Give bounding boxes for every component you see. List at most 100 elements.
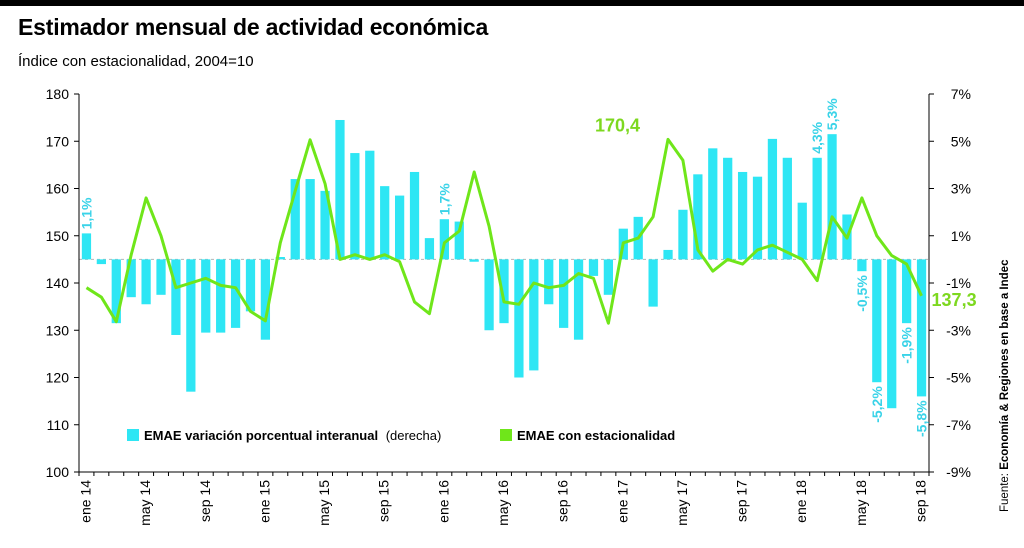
y-left-tick-label-0: 100 (46, 464, 70, 480)
data-label-3: 5,3% (824, 98, 840, 130)
legend-swatch-bars (127, 429, 139, 441)
legend-label-bars: EMAE variación porcentual interanual (de… (144, 428, 441, 443)
y-right-tick-label-5: 1% (951, 228, 971, 244)
bar-11 (245, 259, 256, 312)
data-label-9: 137,3 (932, 290, 977, 310)
x-tick-label-12: ene 18 (793, 480, 809, 523)
y-right-tick-label-6: 3% (951, 181, 971, 197)
bar-25 (454, 221, 464, 260)
data-label-1: 1,7% (436, 183, 452, 215)
bar-35 (603, 259, 614, 295)
line-emae-estacionalidad (85, 137, 923, 325)
bar-3 (126, 259, 136, 298)
x-tick-label-4: may 15 (316, 480, 332, 526)
data-labels: 1,1% 1,7% 4,3%5,3% -0,5% -5,2% -1,9% -5,8% 170,… (79, 98, 977, 437)
x-tick-label-6: ene 16 (435, 480, 451, 523)
bar-49 (812, 157, 822, 260)
y-left-tick-label-5: 150 (46, 228, 70, 244)
bar-7 (186, 259, 196, 392)
bar-18 (350, 153, 360, 260)
bar-26 (469, 259, 479, 262)
bar-14 (290, 179, 300, 260)
line-series (85, 137, 923, 325)
data-label-0: 1,1% (79, 197, 95, 229)
x-tick-label-5: sep 15 (376, 480, 392, 522)
bar-53 (872, 259, 882, 383)
bar-29 (514, 259, 524, 378)
bar-21 (394, 195, 405, 260)
bar-series (81, 119, 927, 409)
y-left-tick-label-2: 120 (46, 370, 70, 386)
x-tick-label-1: may 14 (137, 480, 153, 526)
bar-30 (529, 259, 539, 371)
data-label-4: -0,5% (854, 275, 870, 312)
y-right-tick-label-3: -3% (946, 322, 971, 338)
y-right-tick-label-0: -9% (946, 464, 971, 480)
bar-50 (827, 134, 837, 260)
bar-5 (156, 259, 166, 295)
bar-10 (230, 259, 241, 328)
chart-title: Estimador mensual de actividad económica (18, 14, 489, 40)
bar-47 (782, 157, 792, 260)
bar-15 (305, 179, 315, 260)
y-left-tick-label-7: 170 (46, 133, 70, 149)
bar-12 (260, 259, 271, 340)
x-tick-label-3: ene 15 (256, 480, 272, 523)
bar-23 (424, 238, 435, 260)
bar-40 (678, 209, 688, 260)
bar-24 (439, 219, 449, 260)
y-left-tick-label-6: 160 (46, 181, 70, 197)
y-right-tick-label-1: -7% (946, 417, 971, 433)
legend-label-line: EMAE con estacionalidad (517, 428, 675, 443)
bar-56 (916, 259, 927, 397)
data-label-6: -1,9% (899, 327, 915, 364)
bar-46 (767, 138, 778, 260)
bar-54 (887, 259, 897, 409)
bar-2 (111, 259, 121, 324)
bar-8 (201, 259, 211, 333)
y-right-tick-label-8: 7% (951, 86, 971, 102)
y-right-tick-label-4: -1% (946, 275, 971, 291)
bar-27 (484, 259, 494, 331)
bar-52 (857, 259, 867, 272)
y-right-tick-label-7: 5% (951, 133, 971, 149)
bar-9 (216, 259, 226, 333)
bar-43 (723, 157, 733, 260)
bar-34 (588, 259, 599, 276)
bar-13 (275, 257, 285, 260)
bar-6 (171, 259, 181, 335)
bar-39 (663, 249, 673, 260)
x-tick-label-9: ene 17 (614, 480, 630, 523)
data-label-8: 170,4 (595, 115, 640, 135)
bar-44 (737, 171, 748, 260)
y-right-tick-label-2: -5% (946, 370, 971, 386)
x-tick-label-11: sep 17 (734, 480, 750, 522)
chart-subtitle: Índice con estacionalidad, 2004=10 (18, 53, 254, 70)
legend: EMAE variación porcentual interanual (de… (127, 428, 675, 443)
top-rule (0, 0, 1024, 6)
bar-55 (902, 259, 912, 324)
y-left-tick-label-1: 110 (47, 417, 70, 433)
data-label-7: -5,8% (914, 400, 930, 437)
bar-4 (141, 259, 151, 305)
x-tick-label-0: ene 14 (78, 480, 94, 523)
bar-28 (499, 259, 509, 324)
bar-0 (81, 233, 92, 260)
bar-41 (693, 174, 703, 260)
data-label-2: 4,3% (809, 121, 825, 153)
x-tick-label-14: sep 18 (913, 480, 929, 522)
bar-33 (573, 259, 584, 340)
bar-16 (320, 190, 330, 260)
y-left-tick-label-3: 130 (46, 322, 70, 338)
bar-31 (544, 259, 554, 305)
x-tick-label-13: may 18 (853, 480, 869, 526)
bar-22 (409, 171, 420, 260)
bar-17 (335, 119, 345, 260)
x-tick-label-2: sep 14 (197, 480, 213, 522)
legend-swatch-line (500, 429, 512, 441)
y-left-tick-label-4: 140 (46, 275, 70, 291)
bar-38 (648, 259, 658, 307)
source-note: Fuente: Economía & Regiones en base a In… (999, 259, 1011, 512)
x-tick-label-8: sep 16 (555, 480, 571, 522)
